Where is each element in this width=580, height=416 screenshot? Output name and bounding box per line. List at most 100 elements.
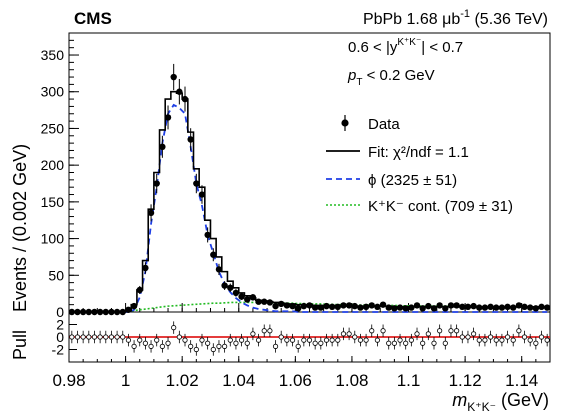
pull-point <box>420 340 426 346</box>
pull-tick-label: 2 <box>56 317 64 333</box>
data-point <box>266 299 274 306</box>
data-point <box>408 304 415 311</box>
pull-point <box>267 328 273 334</box>
data-point <box>464 303 472 311</box>
pull-point <box>533 340 539 346</box>
svg-text:Fit: χ²/ndf = 1.1: Fit: χ²/ndf = 1.1 <box>368 144 469 161</box>
pull-tick-label: 0 <box>56 329 64 345</box>
main-plot-area <box>68 63 551 316</box>
pull-point <box>272 343 279 349</box>
legend-entry-phi: ϕ (2325 ± 51) <box>326 172 457 189</box>
data-point <box>391 305 398 312</box>
pull-point <box>233 340 239 346</box>
x-tick-label: 1.14 <box>505 371 538 390</box>
pull-point <box>487 334 494 340</box>
pull-point <box>323 337 330 343</box>
data-point <box>368 302 375 309</box>
data-point <box>198 191 206 198</box>
pull-point <box>131 343 137 349</box>
data-point <box>493 304 500 311</box>
data-point <box>159 143 166 151</box>
data-point <box>96 308 104 316</box>
data-point <box>91 308 98 316</box>
pull-point <box>397 337 403 343</box>
data-point <box>119 308 126 316</box>
data-point <box>351 302 358 310</box>
pull-point <box>103 334 109 340</box>
pull-point <box>454 328 460 334</box>
data-point <box>538 303 545 311</box>
y-tick-label: 300 <box>41 84 65 100</box>
data-point <box>221 282 228 289</box>
data-point <box>526 304 534 311</box>
pull-point <box>504 334 511 340</box>
pull-point <box>493 337 499 343</box>
data-point <box>396 304 404 311</box>
data-point <box>153 180 160 187</box>
data-point <box>283 302 291 309</box>
data-point <box>164 114 172 121</box>
data-point <box>515 302 523 309</box>
y-tick-label: 150 <box>41 194 65 210</box>
pull-point <box>97 334 103 340</box>
data-point <box>487 303 494 311</box>
data-point <box>85 308 93 316</box>
legend-entry-data: Data <box>341 115 400 133</box>
pull-point <box>108 334 115 340</box>
data-point <box>413 302 421 309</box>
pull-point <box>499 337 505 343</box>
data-point <box>447 302 455 309</box>
pull-point <box>210 346 216 353</box>
pull-point <box>125 337 132 343</box>
pull-point <box>465 334 471 340</box>
data-point <box>272 302 279 310</box>
pull-point <box>261 328 267 334</box>
pull-point <box>154 337 160 343</box>
data-point <box>521 303 528 311</box>
data-point <box>442 305 449 312</box>
pull-point <box>408 337 414 343</box>
pull-point <box>159 343 165 349</box>
data-point <box>481 304 489 311</box>
x-tick-label: 0.98 <box>52 371 85 390</box>
data-point <box>210 251 217 258</box>
pull-point <box>69 334 75 340</box>
pull-point <box>193 346 199 353</box>
data-point <box>470 302 477 310</box>
data-point <box>317 304 325 311</box>
data-point <box>436 302 443 309</box>
data-point <box>181 95 189 103</box>
pull-plot-area <box>69 321 550 356</box>
data-point <box>379 301 387 308</box>
y-tick-label: 200 <box>41 157 65 173</box>
main-plot-frame <box>68 32 551 313</box>
data-point <box>244 296 251 303</box>
svg-text:K⁺K⁻ cont. (709 ± 31): K⁺K⁻ cont. (709 ± 31) <box>368 198 513 215</box>
axis-ticks <box>68 39 551 362</box>
data-point <box>232 289 240 297</box>
pull-point <box>544 337 550 343</box>
data-point <box>306 302 313 309</box>
x-tick-label: 1 <box>121 371 130 390</box>
pull-point <box>431 340 437 346</box>
data-point <box>543 304 551 311</box>
data-point <box>170 73 177 81</box>
pull-point <box>188 343 194 349</box>
x-tick-label: 1.12 <box>449 371 482 390</box>
data-point <box>79 308 87 316</box>
pull-point <box>137 337 143 343</box>
pull-point <box>205 340 211 346</box>
data-point <box>504 303 511 311</box>
pull-point <box>120 334 126 340</box>
data-point <box>136 286 143 294</box>
pull-point <box>448 328 454 334</box>
y-tick-label: 50 <box>48 267 64 283</box>
data-point <box>459 303 466 311</box>
data-point <box>510 304 517 311</box>
pull-point <box>301 337 307 343</box>
data-point <box>419 305 426 312</box>
pull-point <box>516 328 522 334</box>
pull-point <box>255 337 262 343</box>
pull-point <box>386 340 392 346</box>
rapidity-cut: 0.6 < |yK⁺K⁻| < 0.7 <box>348 37 463 56</box>
